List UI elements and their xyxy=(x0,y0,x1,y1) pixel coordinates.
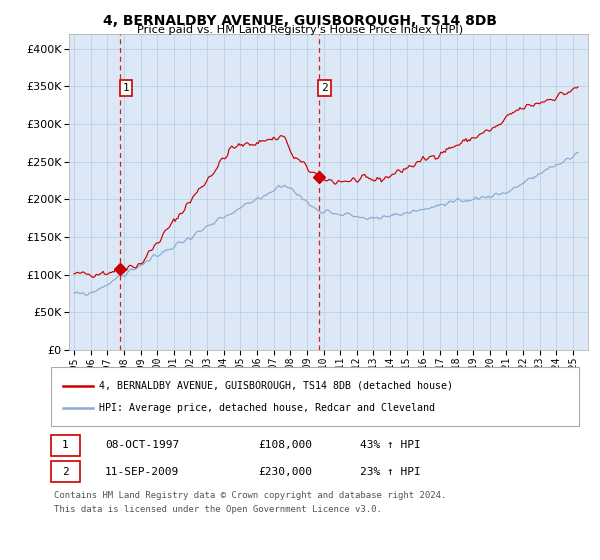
Text: £230,000: £230,000 xyxy=(258,466,312,477)
Text: 2: 2 xyxy=(321,83,328,93)
Text: 4, BERNALDBY AVENUE, GUISBOROUGH, TS14 8DB (detached house): 4, BERNALDBY AVENUE, GUISBOROUGH, TS14 8… xyxy=(99,381,453,390)
Text: This data is licensed under the Open Government Licence v3.0.: This data is licensed under the Open Gov… xyxy=(54,505,382,514)
Text: 1: 1 xyxy=(62,440,69,450)
Text: 23% ↑ HPI: 23% ↑ HPI xyxy=(360,466,421,477)
Text: 08-OCT-1997: 08-OCT-1997 xyxy=(105,440,179,450)
Text: Price paid vs. HM Land Registry's House Price Index (HPI): Price paid vs. HM Land Registry's House … xyxy=(137,25,463,35)
Text: £108,000: £108,000 xyxy=(258,440,312,450)
Text: 43% ↑ HPI: 43% ↑ HPI xyxy=(360,440,421,450)
Text: Contains HM Land Registry data © Crown copyright and database right 2024.: Contains HM Land Registry data © Crown c… xyxy=(54,491,446,500)
Text: 4, BERNALDBY AVENUE, GUISBOROUGH, TS14 8DB: 4, BERNALDBY AVENUE, GUISBOROUGH, TS14 8… xyxy=(103,14,497,28)
Text: 2: 2 xyxy=(62,466,69,477)
Text: HPI: Average price, detached house, Redcar and Cleveland: HPI: Average price, detached house, Redc… xyxy=(99,403,435,413)
Text: 11-SEP-2009: 11-SEP-2009 xyxy=(105,466,179,477)
Text: 1: 1 xyxy=(122,83,130,93)
